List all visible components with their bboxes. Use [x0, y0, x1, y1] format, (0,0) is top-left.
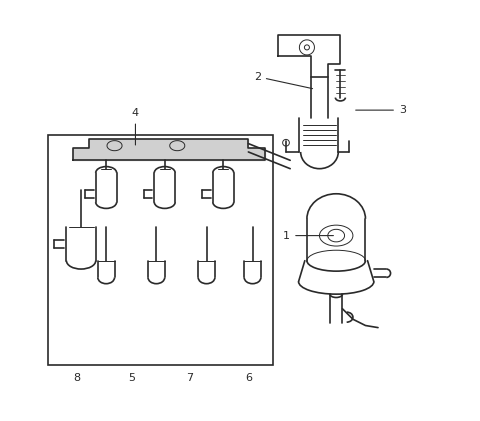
- Text: 5: 5: [128, 373, 135, 383]
- Text: 2: 2: [254, 72, 312, 89]
- Polygon shape: [72, 139, 265, 160]
- Text: 8: 8: [73, 373, 81, 383]
- Text: 7: 7: [186, 373, 193, 383]
- Text: 6: 6: [245, 373, 252, 383]
- Text: 4: 4: [132, 109, 139, 145]
- Text: 1: 1: [283, 231, 334, 240]
- Text: 3: 3: [356, 105, 406, 115]
